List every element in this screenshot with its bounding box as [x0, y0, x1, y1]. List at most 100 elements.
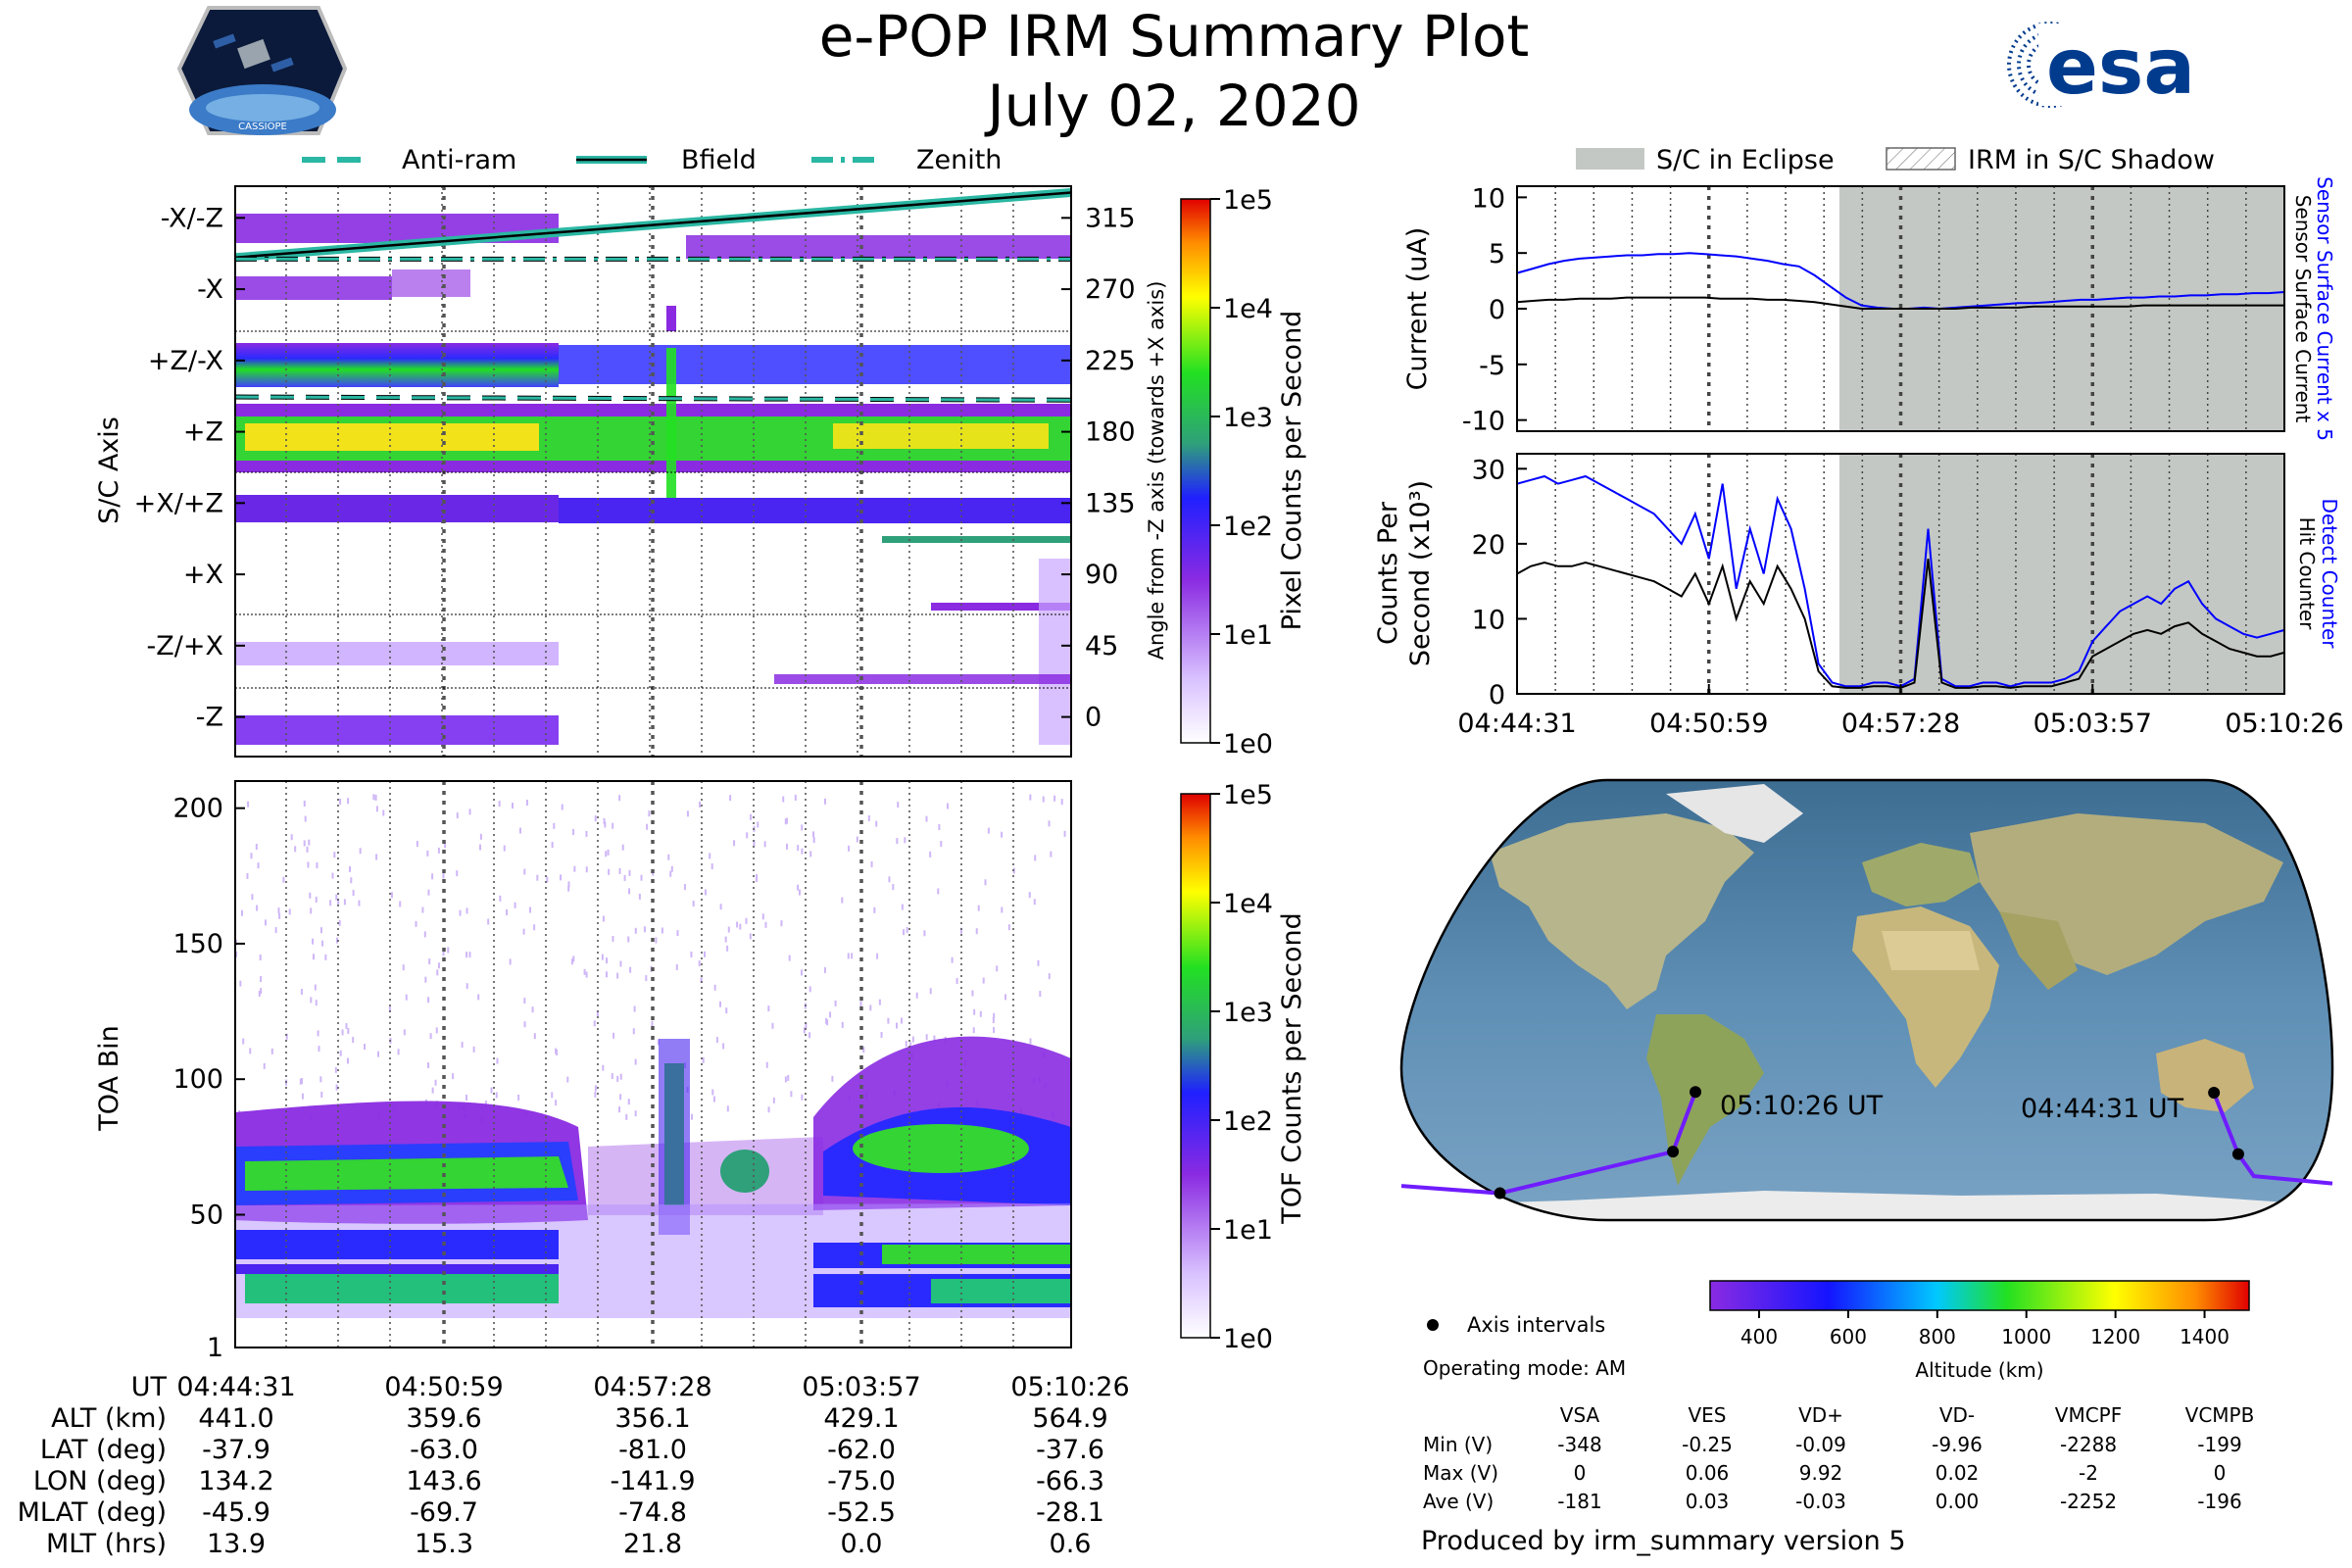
time-axis-value: 359.6 [406, 1403, 481, 1434]
toa-noise-speck [1004, 994, 1006, 1001]
toa-noise-speck [848, 845, 851, 852]
toa-noise-speck [442, 950, 445, 956]
toa-noise-speck [593, 1020, 596, 1027]
colorbar-tick-label: 1e4 [1223, 294, 1273, 324]
bfield-line [235, 191, 1071, 259]
time-axis-value: -66.3 [1036, 1466, 1104, 1496]
toa-noise-speck [725, 1007, 728, 1014]
toa-noise-speck [1063, 830, 1066, 837]
toa-noise-speck [452, 1073, 455, 1080]
angle-degree-tick: 90 [1085, 560, 1118, 590]
toa-noise-speck [536, 874, 539, 881]
toa-noise-speck [619, 1073, 622, 1080]
toa-noise-speck [431, 1087, 434, 1094]
toa-noise-speck [235, 951, 238, 957]
toa-noise-speck [572, 828, 575, 835]
toa-noise-speck [585, 830, 588, 837]
toa-noise-speck [951, 956, 954, 963]
axis-interval-marker [2208, 1087, 2221, 1100]
toa-noise-speck [633, 1005, 636, 1012]
altitude-colorbar-label: Altitude (km) [1915, 1358, 2043, 1382]
voltage-value: 0.02 [1936, 1461, 1980, 1485]
toa-noise-speck [887, 1017, 890, 1024]
toa-noise-speck [1001, 831, 1004, 838]
colorbar-tick-label: 1e2 [1223, 1106, 1273, 1137]
tof-colorbar-label: TOF Counts per Second [1277, 912, 1307, 1225]
toa-noise-speck [317, 1030, 319, 1037]
toa-noise-speck [726, 945, 729, 952]
time-axis-row-label: LAT (deg) [40, 1435, 167, 1465]
toa-noise-speck [242, 1038, 245, 1045]
toa-noise-speck [925, 815, 928, 822]
axis-interval-marker [1667, 1146, 1680, 1158]
toa-noise-speck [528, 906, 531, 913]
toa-noise-speck [436, 969, 439, 976]
toa-noise-speck [745, 917, 748, 924]
toa-noise-speck [602, 915, 605, 922]
counts-xtick-label: 05:10:26 [2225, 709, 2343, 739]
toa-noise-speck [938, 824, 941, 831]
pixel-colorbar-label: Pixel Counts per Second [1277, 311, 1307, 631]
toa-noise-speck [606, 957, 609, 964]
toa-noise-speck [801, 1094, 804, 1101]
time-axis-tick: 05:03:57 [802, 1372, 920, 1402]
toa-noise-speck [878, 999, 881, 1005]
time-axis-value: 441.0 [198, 1403, 273, 1434]
toa-noise-speck [256, 905, 259, 911]
toa-noise-speck [572, 956, 575, 962]
toa-noise-speck [727, 926, 730, 933]
angle-degree-tick: 315 [1085, 203, 1136, 233]
toa-noise-speck [444, 842, 447, 849]
toa-noise-speck [973, 1008, 976, 1015]
toa-noise-speck [442, 872, 445, 879]
toa-noise-speck [566, 1076, 569, 1083]
toa-noise-speck [628, 888, 631, 895]
toa-noise-speck [567, 881, 570, 888]
toa-noise-speck [937, 888, 940, 895]
toa-noise-speck [594, 1091, 597, 1098]
toa-noise-speck [270, 1048, 273, 1054]
toa-noise-speck [798, 889, 801, 896]
toa-noise-speck [466, 1094, 468, 1101]
toa-noise-speck [915, 992, 918, 999]
voltage-table: VSA VES VD+ VD- VMCPF VCMPB Min (V) -348 -0.25 -0… [1423, 1403, 2254, 1513]
toa-noise-speck [364, 1044, 367, 1051]
toa-noise-speck [767, 1106, 770, 1113]
toa-noise-speck [239, 980, 242, 987]
voltage-value: 0.00 [1936, 1490, 1980, 1513]
toa-noise-speck [533, 1033, 536, 1040]
time-axis-row-label: UT [131, 1372, 168, 1402]
current-tick-label: -5 [1479, 351, 1505, 381]
toa-noise-speck [288, 908, 291, 915]
toa-noise-speck [972, 1027, 975, 1034]
toa-noise-speck [739, 923, 742, 930]
toa-noise-speck [956, 977, 958, 984]
current-panel: 10 5 0 -5 -10 Current (uA) Sensor Surface Cu… [1402, 176, 2336, 441]
toa-noise-speck [316, 862, 318, 869]
toa-noise-speck [531, 1006, 534, 1013]
colorbar-tick-label: 1e5 [1223, 780, 1273, 810]
toa-noise-speck [726, 1105, 729, 1112]
toa-noise-speck [334, 1066, 337, 1073]
toa-noise-speck [619, 1094, 622, 1101]
toa-noise-speck [555, 1100, 558, 1106]
toa-noise-speck [461, 1041, 464, 1048]
toa-noise-speck [619, 960, 622, 967]
toa-noise-speck [345, 1022, 348, 1029]
toa-noise-speck [628, 869, 631, 876]
toa-noise-speck [618, 867, 621, 874]
toa-noise-speck [896, 838, 899, 845]
legend-antiram: Anti-ram [402, 145, 516, 175]
toa-noise-speck [901, 904, 904, 910]
esa-logo-text: esa [2046, 24, 2195, 112]
altitude-tick-label: 1400 [2180, 1325, 2230, 1348]
toa-noise-speck [466, 952, 468, 958]
toa-noise-speck [250, 853, 253, 859]
toa-noise-speck [911, 1036, 914, 1043]
toa-noise-speck [900, 1017, 903, 1024]
axis-intervals-legend: Axis intervals [1427, 1313, 1605, 1337]
voltage-header: VD- [1939, 1403, 1975, 1427]
toa-noise-speck [484, 1101, 487, 1107]
toa-noise-speck [1050, 851, 1053, 858]
